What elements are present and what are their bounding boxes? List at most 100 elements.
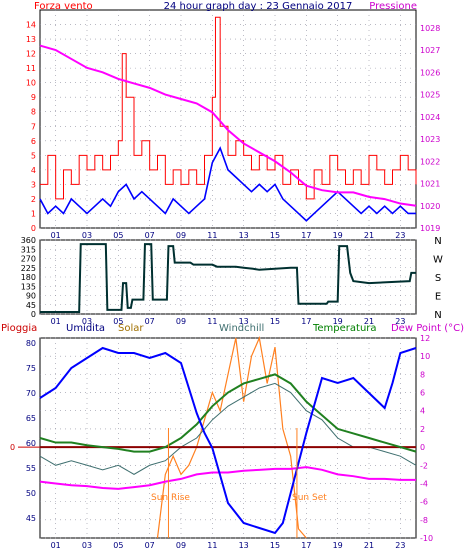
pressure-label: Pressione [369, 1, 417, 12]
y-right-tick-label: 1028 [420, 24, 440, 33]
direction-chart-frame [39, 239, 417, 315]
x-tick-label: 05 [113, 231, 123, 240]
y-left-tick-label: 225 [21, 264, 36, 273]
y-right-tick-label: 1025 [420, 91, 440, 100]
y-left-tick-label: 8 [31, 108, 36, 117]
y-left-tick-label: 135 [21, 282, 36, 291]
y-left-tick-label: 45 [26, 514, 36, 523]
compass-label: N [434, 310, 441, 321]
x-tick-label: 13 [239, 231, 249, 240]
x-tick-label: 01 [51, 541, 61, 550]
x-tick-label: 21 [364, 541, 374, 550]
bottom-chart-series [39, 335, 417, 539]
x-tick-label: 11 [207, 317, 217, 326]
x-tick-label: 07 [145, 317, 155, 326]
y-left-tick-label: 3 [31, 180, 36, 189]
y-left-tick-label: 9 [31, 93, 36, 102]
y-right-tick-label: 1022 [420, 157, 440, 166]
y-left-tick-label: 270 [21, 255, 36, 264]
sunrise-label: Sun Rise [151, 493, 190, 503]
y-right-tick-label: 0 [420, 443, 425, 452]
y-right-tick-label: 1027 [420, 46, 440, 55]
y-right-tick-label: 4 [420, 407, 425, 416]
x-tick-label: 23 [395, 231, 405, 240]
y-left-tick-label: 4 [31, 166, 36, 175]
y-right-tick-label: 8 [420, 370, 425, 379]
x-tick-label: 09 [176, 317, 186, 326]
humidity-label: Umidita [66, 323, 105, 334]
x-tick-label: 17 [301, 231, 311, 240]
y-left-tick-label: 360 [21, 236, 36, 245]
y-right-tick-label: 1021 [420, 180, 440, 189]
dewpoint-line [39, 466, 416, 490]
x-tick-label: 05 [113, 317, 123, 326]
x-tick-label: 11 [207, 231, 217, 240]
y-left-tick-label: 45 [26, 301, 36, 310]
x-tick-label: 21 [364, 317, 374, 326]
solar-label: Solar [118, 323, 144, 334]
x-tick-label: 03 [82, 317, 92, 326]
compass-label: N [434, 236, 441, 247]
y-left-tick-label: 50 [26, 489, 36, 498]
y-left-tick-label: 13 [26, 35, 36, 44]
x-tick-label: 19 [333, 231, 343, 240]
x-tick-label: 17 [301, 541, 311, 550]
x-tick-label: 03 [82, 231, 92, 240]
x-tick-label: 07 [145, 231, 155, 240]
bottom-chart-ticks: 45 50 55 60 65 70 75 80 -10 -8 -6 -4 -2 0 2 4 6 8 10 12 01 03… [10, 334, 433, 550]
y-right-tick-label: -6 [420, 498, 428, 507]
x-tick-label: 09 [176, 541, 186, 550]
y-left-tick-label: 6 [31, 137, 36, 146]
x-tick-label: 19 [333, 317, 343, 326]
y-right-tick-label: -8 [420, 516, 428, 525]
x-tick-label: 21 [364, 231, 374, 240]
compass-label: E [435, 292, 441, 303]
wind-gust-line [40, 16, 417, 200]
y-left-tick-label: 10 [26, 79, 36, 88]
compass-label: W [433, 255, 443, 266]
y-left-tick-label: 315 [21, 245, 36, 254]
sunset-label: Sun Set [292, 493, 327, 503]
y-left-tick-label: 0 [31, 310, 36, 319]
wind-direction-line [40, 243, 416, 313]
y-right-tick-label: 1026 [420, 68, 440, 77]
temperature-label: Temperatura [312, 323, 377, 334]
x-tick-label: 23 [395, 317, 405, 326]
y-right-tick-label: 12 [420, 334, 430, 343]
top-chart-ticks: 0123456789101112131410191020102110221023… [26, 21, 441, 240]
y-left-tick-label: 180 [21, 273, 36, 282]
x-tick-label: 15 [270, 541, 280, 550]
y-left-tick-label: 12 [26, 50, 36, 59]
y-left-tick-label: 80 [26, 339, 36, 348]
y-left-tick-label: 0 [31, 224, 36, 233]
x-tick-label: 15 [270, 317, 280, 326]
y-left-tick-label: 70 [26, 389, 36, 398]
x-tick-label: 07 [145, 541, 155, 550]
y-right-tick-label: 6 [420, 389, 425, 398]
rain-label: Pioggia [1, 323, 37, 334]
direction-chart-series [40, 243, 416, 313]
y-right-tick-label: -10 [420, 534, 433, 543]
y-right-tick-label: -2 [420, 461, 428, 470]
top-chart-series [39, 16, 417, 222]
x-tick-label: 09 [176, 231, 186, 240]
x-tick-label: 01 [51, 317, 61, 326]
bottom-chart-frame [39, 337, 417, 539]
y-right-tick-label: -4 [420, 479, 428, 488]
x-tick-label: 15 [270, 231, 280, 240]
y-right-tick-label: 1023 [420, 135, 440, 144]
y-left-tick-label: 65 [26, 414, 36, 423]
x-tick-label: 17 [301, 317, 311, 326]
x-tick-label: 19 [333, 541, 343, 550]
y-right-tick-label: 2 [420, 425, 425, 434]
y-left-tick-label: 90 [26, 292, 36, 301]
dewpoint-label: Dew Point (°C) [391, 323, 464, 334]
x-tick-label: 11 [207, 541, 217, 550]
y-left-tick-label: 5 [31, 151, 36, 160]
x-tick-label: 03 [82, 541, 92, 550]
x-tick-label: 13 [239, 541, 249, 550]
temperature-line [39, 373, 417, 453]
